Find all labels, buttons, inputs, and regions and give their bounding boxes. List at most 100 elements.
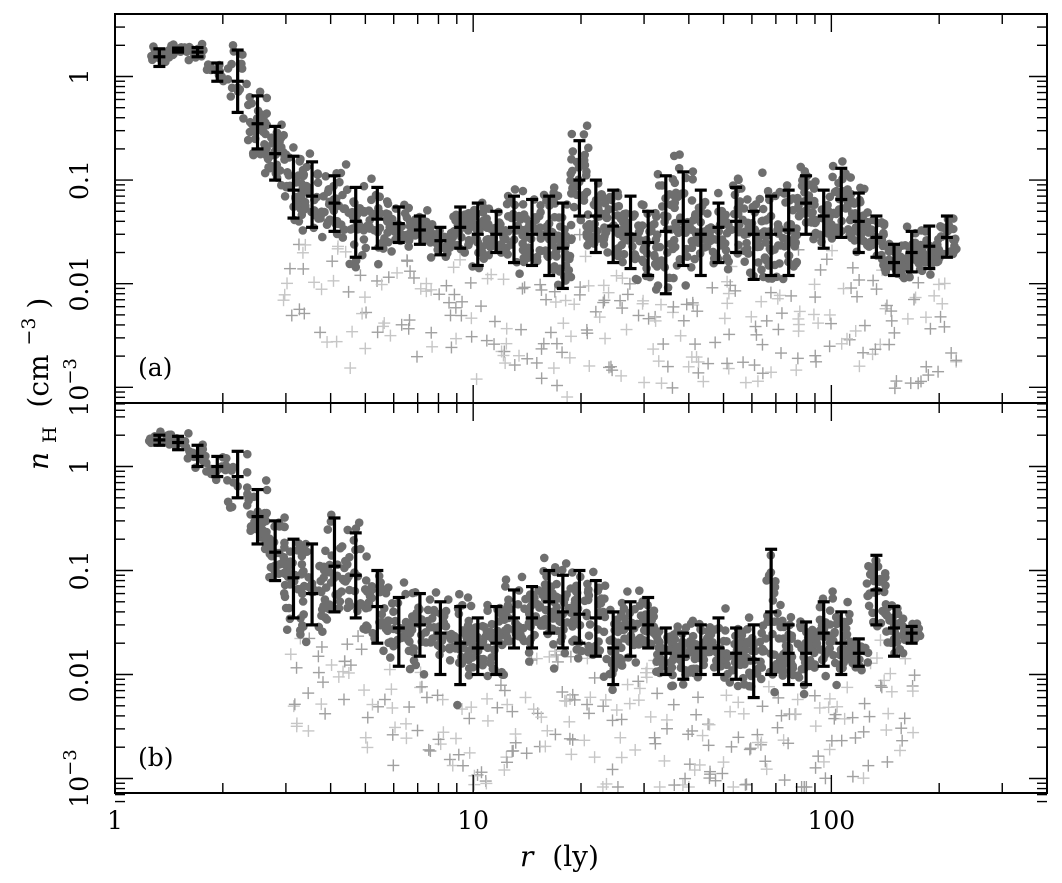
upper-limit-marker xyxy=(420,277,433,290)
upper-limit-marker xyxy=(853,274,866,287)
upper-limit-marker xyxy=(843,333,856,346)
measured-point xyxy=(478,660,488,670)
upper-limit-marker xyxy=(771,721,784,734)
measured-point xyxy=(239,114,248,123)
measured-point xyxy=(501,235,511,244)
measured-point xyxy=(635,586,644,595)
measured-point xyxy=(448,233,458,242)
measured-point xyxy=(689,664,698,674)
y-tick-label: 1 xyxy=(65,69,94,85)
upper-limit-marker xyxy=(277,294,290,307)
measured-point xyxy=(296,190,306,200)
measured-point xyxy=(323,525,333,534)
measured-point xyxy=(879,228,888,238)
upper-limit-marker xyxy=(420,691,433,704)
upper-limit-marker xyxy=(829,708,842,721)
upper-limit-marker xyxy=(488,315,501,328)
measured-point xyxy=(758,168,767,177)
upper-limit-marker xyxy=(342,666,355,679)
upper-limit-marker xyxy=(759,755,772,768)
upper-limit-marker xyxy=(581,327,594,340)
measured-point xyxy=(681,281,690,290)
upper-limit-marker xyxy=(657,338,670,351)
binned-error-bar xyxy=(852,637,865,668)
measured-point xyxy=(688,175,697,184)
x-tick-label: 100 xyxy=(807,806,855,835)
upper-limit-marker xyxy=(661,360,674,373)
binned-error-bar xyxy=(328,174,341,233)
measured-point xyxy=(409,656,419,665)
upper-limit-marker xyxy=(332,670,345,683)
measured-point xyxy=(657,643,666,653)
upper-limit-marker xyxy=(857,346,870,359)
measured-point xyxy=(758,621,768,630)
measured-point xyxy=(536,208,545,217)
upper-limit-marker xyxy=(297,262,310,275)
measured-point xyxy=(614,201,624,211)
measured-point xyxy=(431,588,441,597)
binned-error-bar xyxy=(800,620,813,687)
upper-limit-marker xyxy=(500,322,513,335)
measured-point xyxy=(863,240,872,250)
measured-point xyxy=(362,552,371,561)
measured-point xyxy=(503,227,513,236)
upper-limit-marker xyxy=(342,285,355,298)
upper-limit-marker xyxy=(302,724,315,737)
measured-point xyxy=(899,273,909,283)
panel-a-y-tick-labels: 1 0.1 0.01 10−3 xyxy=(60,69,94,417)
upper-limit-marker xyxy=(809,720,822,733)
measured-point xyxy=(524,648,534,657)
binned-error-bar xyxy=(730,185,743,255)
upper-limit-marker xyxy=(615,713,628,726)
upper-limit-marker xyxy=(909,291,922,304)
measured-point xyxy=(321,546,330,556)
binned-error-bar xyxy=(231,449,244,500)
upper-limit-marker xyxy=(287,700,300,713)
upper-limit-marker xyxy=(599,693,612,706)
upper-limit-marker xyxy=(549,296,562,309)
upper-limit-marker xyxy=(653,781,666,793)
measured-point xyxy=(540,580,550,589)
measured-point xyxy=(949,247,958,257)
measured-point xyxy=(714,188,723,198)
upper-limit-marker xyxy=(760,314,773,327)
measured-point xyxy=(184,55,194,65)
upper-limit-marker xyxy=(410,350,423,363)
measured-point xyxy=(483,671,493,681)
binned-error-bar xyxy=(765,194,778,278)
upper-limit-marker xyxy=(858,697,871,710)
upper-limit-marker xyxy=(692,691,705,704)
upper-limit-marker xyxy=(760,763,773,776)
binned-error-bar xyxy=(624,600,637,658)
upper-limit-marker xyxy=(809,349,822,362)
measured-point xyxy=(620,223,629,232)
upper-limit-marker xyxy=(823,743,836,756)
binned-error-bar xyxy=(454,205,467,250)
binned-error-bar xyxy=(659,174,672,296)
binned-error-bar xyxy=(765,547,778,677)
measured-point xyxy=(501,575,511,584)
measured-point xyxy=(299,170,309,179)
measured-point xyxy=(596,609,606,618)
upper-limit-marker xyxy=(564,330,577,343)
upper-limit-marker xyxy=(912,377,925,390)
measured-point xyxy=(279,552,289,562)
binned-error-bar xyxy=(191,46,204,59)
upper-limit-marker xyxy=(602,286,615,299)
upper-limit-marker xyxy=(565,748,578,761)
upper-limit-marker xyxy=(596,781,609,793)
measured-point xyxy=(504,595,513,604)
measured-point xyxy=(926,270,935,279)
measured-point xyxy=(251,148,261,157)
upper-limit-marker xyxy=(425,326,438,339)
y-tick-label: 0.1 xyxy=(65,160,94,200)
measured-point xyxy=(468,663,478,672)
upper-limit-marker xyxy=(385,683,398,696)
measured-point xyxy=(831,612,841,622)
measured-point xyxy=(668,681,678,690)
measured-point xyxy=(487,619,497,629)
upper-limit-marker xyxy=(290,661,303,674)
measured-point xyxy=(455,589,464,599)
upper-limit-marker xyxy=(636,297,649,310)
upper-limit-marker xyxy=(407,271,420,284)
